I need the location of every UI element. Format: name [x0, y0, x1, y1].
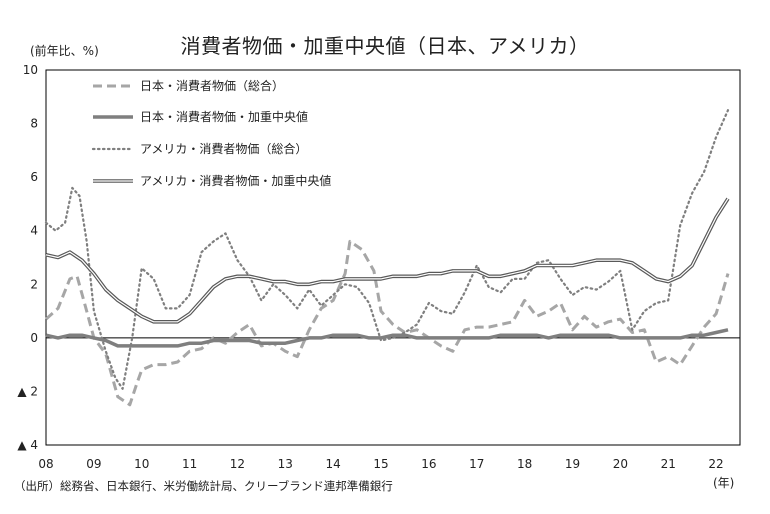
y-tick-label: 0 [30, 331, 38, 345]
legend-label-4: アメリカ・消費者物価・加重中央値 [140, 173, 331, 188]
y-tick-label: ▲ 4 [17, 438, 38, 452]
x-axis-ticks: 08 09 10 11 12 13 14 15 16 17 18 19 20 21 22 [38, 457, 723, 471]
x-tick-label: 19 [565, 457, 580, 471]
y-tick-label: 6 [30, 170, 38, 184]
x-tick-label: 22 [708, 457, 723, 471]
y-tick-label: ▲ 2 [17, 384, 38, 398]
series-line-4-inner [45, 198, 729, 323]
series-line-4 [45, 197, 730, 324]
x-tick-label: 13 [278, 457, 293, 471]
y-axis-ticks: 10 8 6 4 2 0 ▲ 2 ▲ 4 [17, 63, 38, 452]
legend-label-3: アメリカ・消費者物価（総合） [140, 141, 307, 156]
x-axis-unit-label: (年) [713, 476, 735, 490]
x-tick-label: 14 [326, 457, 341, 471]
series-lines [44, 109, 730, 407]
series-line-1 [45, 239, 730, 407]
x-tick-label: 20 [613, 457, 628, 471]
x-tick-label: 08 [38, 457, 53, 471]
series-line-2 [45, 328, 729, 348]
x-tick-label: 15 [373, 457, 388, 471]
x-tick-label: 11 [182, 457, 197, 471]
legend: 日本・消費者物価（総合） 日本・消費者物価・加重中央値アメリカ・消費者物価（総合）… [91, 78, 331, 188]
source-note: （出所）総務省、日本銀行、米労働統計局、クリーブランド連邦準備銀行 [14, 479, 393, 493]
series-line-3 [44, 109, 730, 390]
y-tick-label: 2 [30, 277, 38, 291]
x-tick-label: 21 [661, 457, 676, 471]
legend-label-2: 日本・消費者物価・加重中央値 [140, 109, 308, 124]
y-tick-label: 4 [30, 224, 38, 238]
legend-label-1: 日本・消費者物価（総合） [140, 78, 284, 93]
x-tick-label: 10 [134, 457, 149, 471]
y-tick-label: 8 [30, 117, 38, 131]
x-tick-label: 16 [421, 457, 436, 471]
plot-area [45, 69, 741, 446]
chart-title: 消費者物価・加重中央値（日本、アメリカ） [180, 34, 590, 58]
x-tick-label: 17 [469, 457, 484, 471]
y-tick-label: 10 [23, 63, 38, 77]
plot-frame [45, 69, 741, 446]
x-tick-label: 09 [86, 457, 101, 471]
x-tick-label: 12 [230, 457, 245, 471]
y-axis-unit-label: (前年比、%) [30, 44, 99, 58]
x-tick-label: 18 [517, 457, 532, 471]
